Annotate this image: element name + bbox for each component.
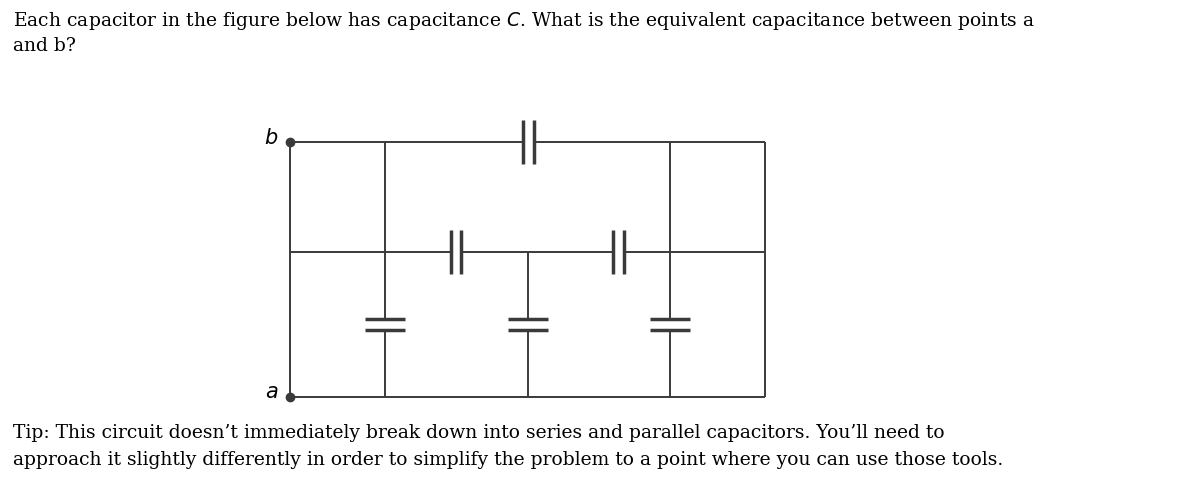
Text: and b?: and b? — [13, 37, 76, 55]
Text: approach it slightly differently in order to simplify the problem to a point whe: approach it slightly differently in orde… — [13, 451, 1003, 469]
Text: Tip: This circuit doesn’t immediately break down into series and parallel capaci: Tip: This circuit doesn’t immediately br… — [13, 424, 944, 442]
Text: $a$: $a$ — [264, 384, 278, 403]
Text: $b$: $b$ — [264, 128, 278, 148]
Text: Each capacitor in the figure below has capacitance $C$. What is the equivalent c: Each capacitor in the figure below has c… — [13, 10, 1034, 32]
